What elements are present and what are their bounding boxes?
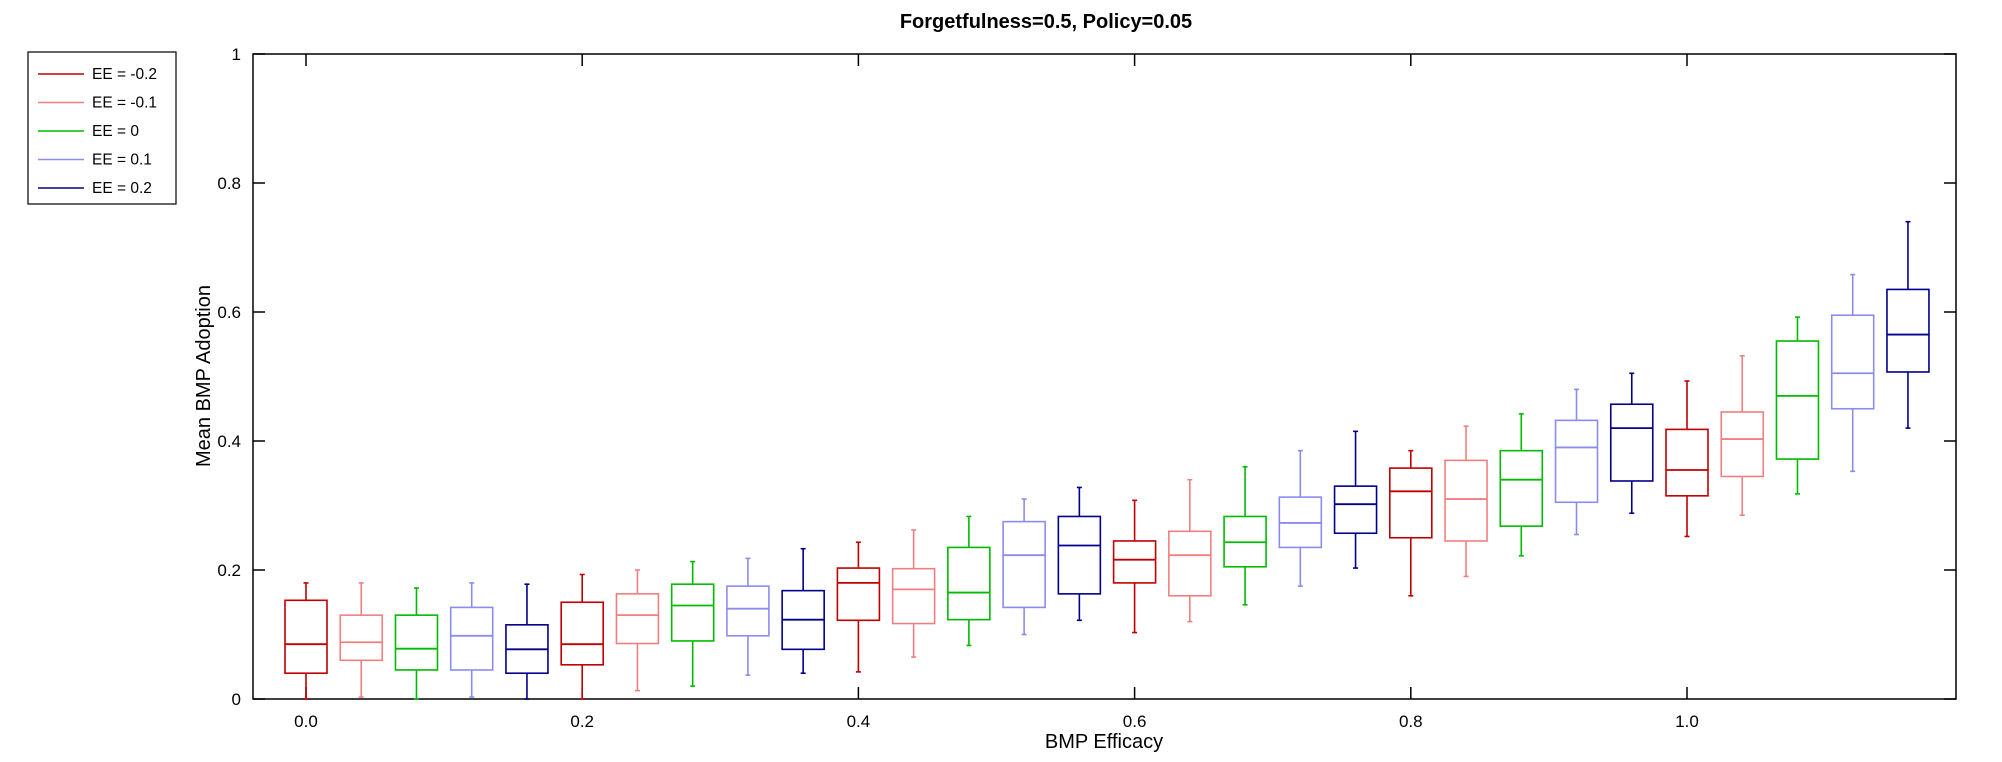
- box-1-3: [726, 557, 770, 676]
- box-5-0: [1665, 380, 1709, 538]
- x-axis-label: BMP Efficacy: [1045, 731, 1163, 753]
- box-iqr: [1554, 419, 1599, 504]
- box-5-2: [1775, 316, 1820, 495]
- box-4-4: [1609, 372, 1654, 515]
- box-4-0: [1389, 449, 1433, 597]
- box-iqr: [1830, 314, 1875, 410]
- x-tick-label: 0.2: [570, 712, 594, 731]
- box-1-4: [781, 547, 825, 675]
- box-iqr: [670, 583, 715, 642]
- box-iqr: [1499, 449, 1544, 527]
- box-iqr: [284, 599, 328, 675]
- box-0-0: [284, 582, 328, 700]
- box-iqr: [1886, 288, 1930, 373]
- y-axis-label: Mean BMP Adoption: [193, 285, 215, 467]
- box-iqr: [1389, 467, 1433, 539]
- box-series: [284, 220, 1930, 700]
- box-2-2: [947, 515, 991, 647]
- box-3-0: [1112, 499, 1157, 634]
- legend-label: EE = -0.1: [92, 95, 157, 112]
- box-5-4: [1886, 220, 1930, 429]
- legend-label: EE = 0.2: [92, 180, 152, 197]
- box-iqr: [1609, 403, 1654, 482]
- box-0-3: [449, 582, 494, 698]
- box-2-3: [1002, 498, 1046, 636]
- box-iqr: [1665, 428, 1709, 497]
- box-iqr: [1775, 340, 1820, 460]
- box-2-0: [836, 541, 881, 673]
- y-tick-label: 0.6: [217, 303, 241, 322]
- box-1-0: [560, 573, 605, 700]
- box-3-2: [1223, 465, 1267, 606]
- box-3-4: [1333, 430, 1378, 569]
- box-4-3: [1554, 388, 1599, 536]
- x-tick-label: 0.6: [1123, 712, 1147, 731]
- box-3-1: [1168, 478, 1212, 623]
- y-tick-label: 1: [232, 45, 241, 64]
- y-tick-label: 0: [232, 690, 241, 709]
- legend-label: EE = -0.2: [92, 66, 157, 83]
- box-5-3: [1830, 273, 1875, 473]
- box-2-4: [1057, 486, 1102, 622]
- y-tick-label: 0.4: [217, 432, 241, 451]
- box-iqr: [560, 601, 605, 666]
- box-0-1: [339, 582, 384, 698]
- axis-ticks: 0 0.2 0.4 0.6 0.8 1 0.0 0.2 0.4 0.6 0.8 1.0: [217, 45, 1956, 731]
- x-tick-label: 0.0: [294, 712, 318, 731]
- plot-area: [252, 53, 1957, 700]
- box-0-4: [505, 583, 549, 700]
- y-tick-label: 0.2: [217, 561, 241, 580]
- legend-box: [27, 51, 177, 205]
- box-iqr: [1333, 485, 1378, 535]
- box-iqr: [836, 567, 881, 622]
- box-3-3: [1278, 449, 1323, 587]
- box-iqr: [1112, 540, 1157, 584]
- box-iqr: [726, 585, 770, 637]
- box-1-1: [615, 569, 660, 692]
- box-iqr: [394, 614, 439, 671]
- box-iqr: [891, 567, 936, 625]
- box-iqr: [1002, 520, 1046, 609]
- box-2-1: [891, 529, 936, 658]
- x-tick-label: 1.0: [1675, 712, 1699, 731]
- box-1-2: [670, 560, 715, 687]
- box-iqr: [449, 606, 494, 671]
- box-0-2: [394, 587, 439, 700]
- box-4-1: [1444, 425, 1488, 578]
- chart-title: Forgetfulness=0.5, Policy=0.05: [900, 11, 1192, 33]
- box-iqr: [1720, 411, 1765, 478]
- legend-label: EE = 0: [92, 123, 139, 140]
- box-iqr: [615, 593, 660, 645]
- y-tick-label: 0.8: [217, 174, 241, 193]
- x-tick-label: 0.8: [1399, 712, 1423, 731]
- box-iqr: [1057, 515, 1102, 595]
- box-iqr: [339, 614, 384, 662]
- legend: EE = -0.2 EE = -0.1 EE = 0 EE = 0.1 EE = 0.2: [27, 51, 177, 205]
- box-iqr: [1168, 530, 1212, 597]
- legend-label: EE = 0.1: [92, 152, 152, 169]
- box-iqr: [947, 546, 991, 621]
- box-4-2: [1499, 413, 1544, 557]
- box-iqr: [1444, 459, 1488, 542]
- x-tick-label: 0.4: [847, 712, 871, 731]
- box-5-1: [1720, 355, 1765, 516]
